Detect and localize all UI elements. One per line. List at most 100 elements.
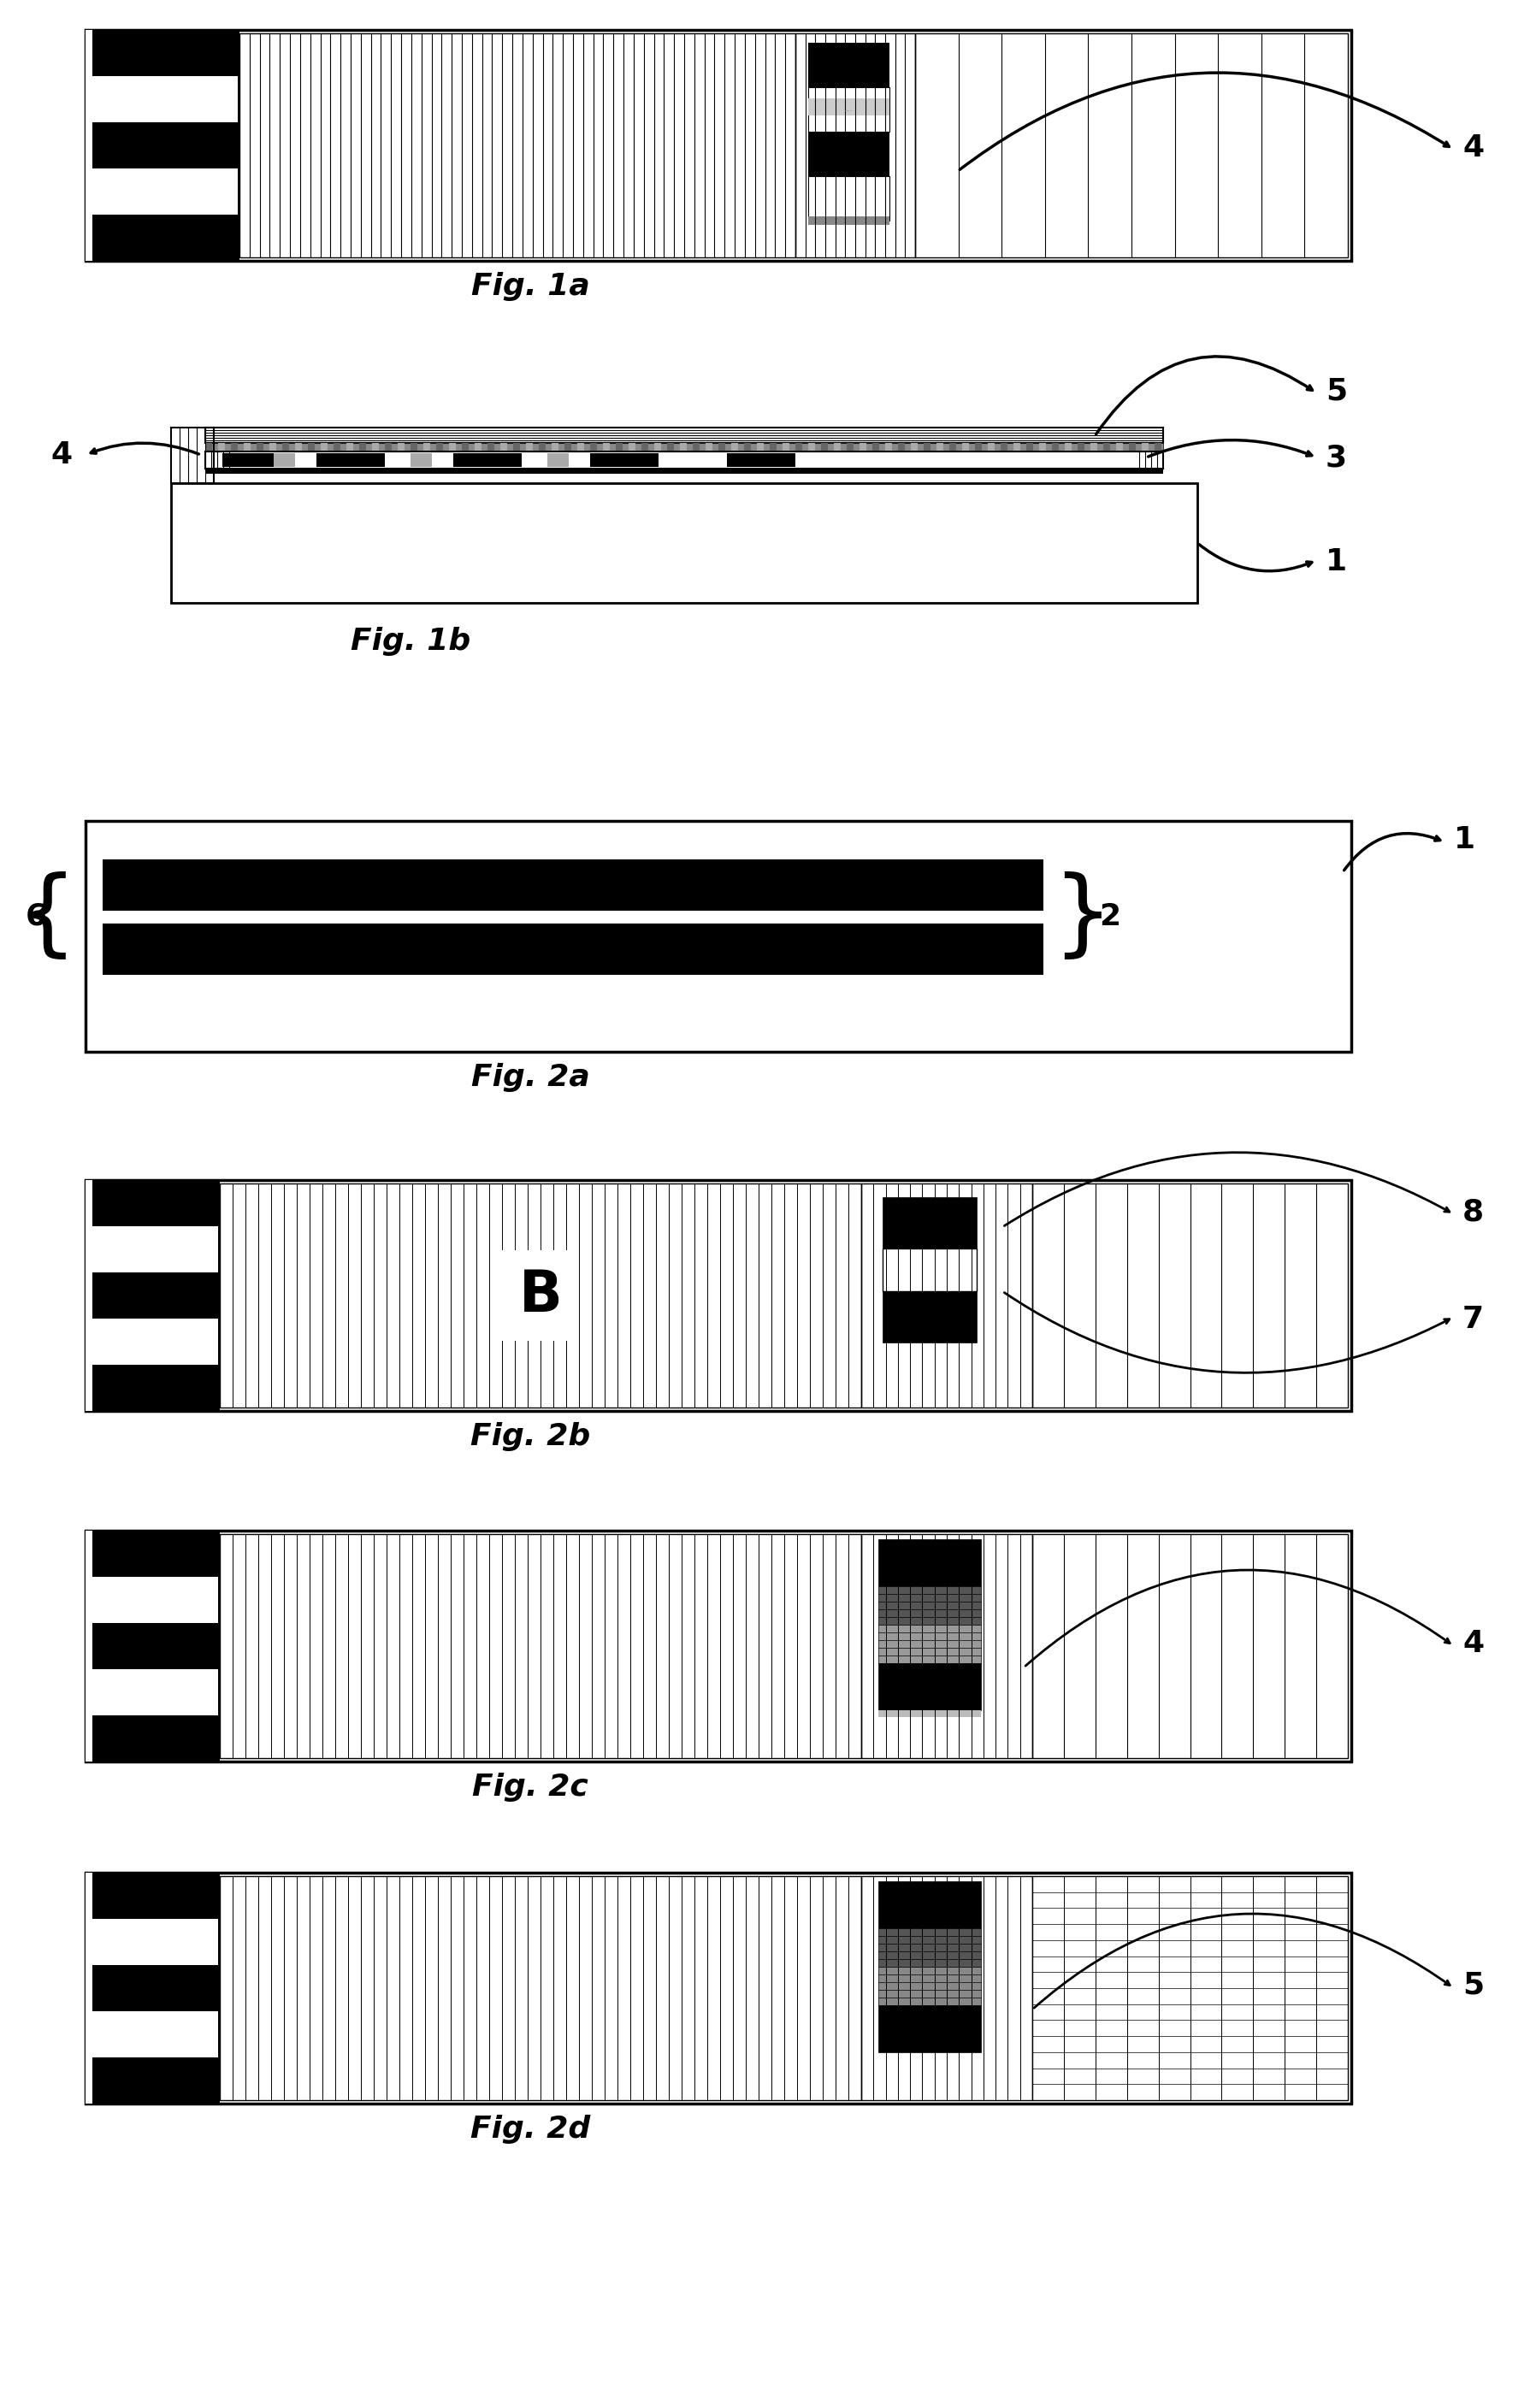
- Bar: [862, 1182, 1032, 1409]
- Text: 5: 5: [1326, 376, 1347, 405]
- Bar: [705, 443, 713, 453]
- Bar: [92, 1320, 218, 1365]
- Bar: [398, 443, 404, 453]
- Bar: [808, 87, 889, 132]
- Bar: [273, 453, 295, 467]
- Text: Fig. 2b: Fig. 2b: [470, 1423, 590, 1452]
- Bar: [525, 443, 533, 453]
- Bar: [808, 217, 889, 224]
- Bar: [86, 1180, 92, 1411]
- Bar: [885, 443, 892, 453]
- Bar: [86, 29, 1352, 260]
- Bar: [975, 443, 982, 453]
- Bar: [92, 1965, 218, 2011]
- Bar: [796, 443, 802, 453]
- Bar: [1032, 1534, 1349, 1758]
- Bar: [879, 1539, 982, 1587]
- Bar: [1032, 1182, 1349, 1409]
- Bar: [1078, 443, 1084, 453]
- Bar: [269, 443, 276, 453]
- Bar: [372, 443, 379, 453]
- Bar: [834, 443, 840, 453]
- Bar: [283, 443, 289, 453]
- Bar: [808, 176, 889, 222]
- Bar: [551, 443, 559, 453]
- Bar: [988, 443, 995, 453]
- Bar: [220, 1182, 862, 1409]
- Bar: [410, 453, 432, 467]
- Text: 4: 4: [51, 441, 72, 470]
- Bar: [659, 453, 684, 467]
- Bar: [883, 1291, 977, 1344]
- Bar: [206, 443, 212, 453]
- Bar: [295, 443, 303, 453]
- Bar: [1026, 443, 1034, 453]
- Text: 2: 2: [1098, 903, 1120, 932]
- Bar: [860, 443, 866, 453]
- Text: 3: 3: [1326, 443, 1347, 472]
- Bar: [879, 1710, 982, 1717]
- Text: 4: 4: [1462, 132, 1484, 161]
- Text: Fig. 2c: Fig. 2c: [472, 1772, 588, 1801]
- Bar: [170, 429, 214, 484]
- Bar: [1141, 443, 1149, 453]
- Bar: [92, 29, 238, 77]
- Text: 6: 6: [26, 903, 48, 932]
- Bar: [719, 443, 725, 453]
- Bar: [103, 860, 1043, 910]
- Bar: [539, 443, 545, 453]
- Bar: [522, 453, 547, 467]
- Bar: [86, 1531, 1352, 1763]
- Bar: [547, 453, 568, 467]
- Bar: [923, 443, 931, 453]
- Bar: [1117, 443, 1123, 453]
- Bar: [590, 443, 598, 453]
- Bar: [92, 169, 238, 214]
- Bar: [883, 1247, 977, 1291]
- Bar: [604, 443, 610, 453]
- Text: {: {: [17, 872, 77, 963]
- Text: 7: 7: [1462, 1305, 1484, 1334]
- Bar: [218, 443, 224, 453]
- Bar: [680, 443, 687, 453]
- Bar: [879, 1587, 982, 1625]
- Bar: [92, 1873, 218, 1919]
- Bar: [220, 1876, 862, 2100]
- Bar: [238, 29, 240, 260]
- Bar: [628, 443, 636, 453]
- Text: Fig. 1a: Fig. 1a: [472, 272, 590, 301]
- Text: }: }: [1052, 872, 1112, 963]
- Bar: [911, 443, 917, 453]
- Text: 4: 4: [1462, 1628, 1484, 1659]
- Bar: [883, 1197, 977, 1247]
- Bar: [808, 132, 889, 176]
- Bar: [879, 1929, 982, 1967]
- Bar: [92, 1623, 218, 1669]
- Bar: [564, 443, 571, 453]
- Text: 1: 1: [1455, 826, 1476, 855]
- Bar: [654, 443, 660, 453]
- Bar: [937, 443, 943, 453]
- Bar: [218, 1873, 220, 2105]
- Bar: [206, 470, 1163, 474]
- Bar: [1103, 443, 1111, 453]
- Bar: [386, 443, 392, 453]
- Bar: [1064, 443, 1072, 453]
- Bar: [92, 1919, 218, 1965]
- Text: Fig. 2a: Fig. 2a: [472, 1062, 590, 1091]
- Bar: [487, 443, 495, 453]
- Bar: [230, 443, 238, 453]
- Bar: [808, 43, 889, 87]
- Bar: [86, 1873, 1352, 2105]
- Bar: [757, 443, 763, 453]
- Bar: [170, 484, 1198, 602]
- Bar: [949, 443, 955, 453]
- Bar: [1040, 443, 1046, 453]
- Bar: [693, 443, 699, 453]
- Bar: [244, 443, 250, 453]
- Text: 5: 5: [1462, 1972, 1484, 2001]
- Bar: [359, 443, 366, 453]
- Bar: [879, 2006, 982, 2052]
- Bar: [92, 214, 238, 260]
- Bar: [462, 443, 468, 453]
